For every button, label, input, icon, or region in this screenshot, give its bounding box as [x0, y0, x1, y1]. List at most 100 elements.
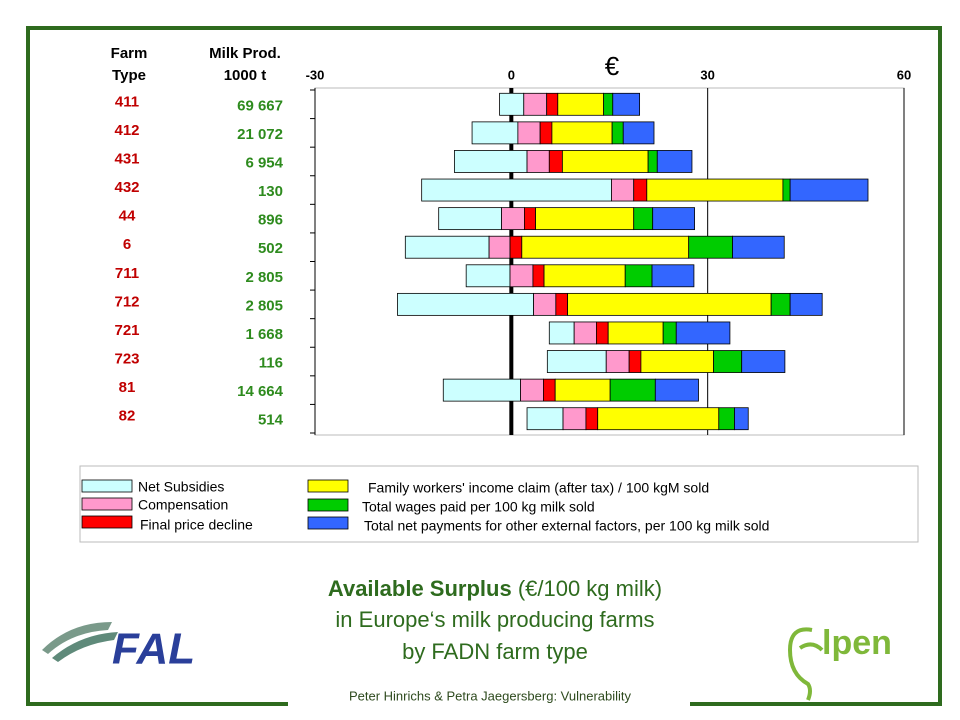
- bar-segment: [442, 378, 521, 402]
- milk-production: 130: [258, 183, 283, 200]
- legend-label: Total wages paid per 100 kg milk sold: [362, 499, 595, 515]
- bar-segment: [596, 321, 609, 345]
- bar-segment: [453, 150, 528, 173]
- bar-segment: [732, 235, 785, 259]
- bar-segment: [554, 378, 611, 402]
- bar-segment: [770, 292, 791, 316]
- bar-segment: [789, 178, 869, 202]
- milk-production: 2 805: [245, 269, 283, 286]
- bar-segment: [557, 92, 605, 116]
- bar-segment: [521, 235, 690, 259]
- bar-segment: [548, 150, 563, 173]
- milk-production: 514: [258, 412, 284, 429]
- bar-segment: [652, 207, 695, 231]
- bar-segment: [612, 92, 641, 116]
- bar-segment: [561, 150, 649, 173]
- category-label: 81: [119, 379, 136, 396]
- bar-segment: [651, 264, 695, 288]
- x-tick-label: 0: [508, 67, 515, 82]
- bar-segment: [524, 207, 536, 231]
- legend-label: Total net payments for other external fa…: [364, 518, 769, 534]
- bar-segment: [597, 407, 720, 431]
- logo-e: [798, 642, 824, 652]
- legend-label: Family workers' income claim (after tax)…: [368, 480, 709, 496]
- bar-segment: [526, 150, 550, 173]
- legend-swatch: [81, 515, 133, 529]
- category-label: 723: [114, 351, 139, 368]
- column-header: Milk Prod.: [209, 45, 281, 62]
- bar-segment: [734, 407, 749, 431]
- unit-label: €: [605, 51, 620, 81]
- bar-segment: [543, 378, 556, 402]
- logo-swoosh: [42, 622, 112, 654]
- milk-production: 6 954: [245, 154, 283, 171]
- category-label: 712: [114, 293, 139, 310]
- bar-segment: [611, 121, 624, 145]
- bar-segment: [622, 121, 655, 145]
- logo-text: FAL: [112, 625, 195, 674]
- logo-text: lpen: [822, 624, 892, 662]
- milk-production: 14 664: [237, 383, 284, 400]
- bar-segment: [499, 92, 525, 116]
- x-tick-label: 30: [700, 67, 714, 82]
- bar-segment: [465, 264, 511, 288]
- bar-segment: [539, 121, 553, 145]
- bar-segment: [713, 350, 743, 373]
- milk-production: 502: [258, 240, 283, 257]
- category-label: 721: [114, 322, 139, 339]
- bar-segment: [543, 264, 626, 288]
- bar-segment: [656, 150, 693, 173]
- category-label: 711: [115, 265, 139, 282]
- title-bold: Available Surplus: [328, 576, 512, 601]
- bar-segment: [520, 378, 544, 402]
- bar-segment: [789, 292, 823, 316]
- bar-segment: [654, 378, 699, 402]
- bar-segment: [640, 350, 714, 373]
- bar-segment: [532, 264, 545, 288]
- legend-swatch: [81, 479, 133, 493]
- bar-segment: [624, 264, 653, 288]
- column-header: Type: [112, 67, 146, 84]
- milk-production: 116: [259, 355, 283, 372]
- bar-segment: [567, 292, 772, 316]
- title-line: in Europe‘s milk producing farms: [335, 607, 654, 632]
- bar-segment: [501, 207, 525, 231]
- bar-segment: [546, 350, 607, 373]
- bar-segment: [605, 350, 630, 373]
- category-label: 431: [114, 150, 139, 167]
- bar-segment: [533, 292, 557, 316]
- logo-swoosh: [52, 632, 118, 662]
- milk-production: 2 805: [245, 297, 283, 314]
- title: Available Surplus (€/100 kg milk): [328, 576, 662, 601]
- title-rest: (€/100 kg milk): [512, 576, 662, 601]
- bar-segment: [585, 407, 599, 431]
- bar-segment: [488, 235, 511, 259]
- bar-segment: [688, 235, 733, 259]
- bar-segment: [718, 407, 735, 431]
- legend-swatch: [307, 479, 349, 493]
- bar-segment: [551, 121, 613, 145]
- bar-segment: [509, 264, 534, 288]
- bar-segment: [609, 378, 656, 402]
- bar-segment: [741, 350, 786, 373]
- legend-label: Final price decline: [140, 517, 253, 533]
- category-label: 6: [123, 236, 131, 253]
- bar-segment: [633, 207, 654, 231]
- bar-segment: [555, 292, 569, 316]
- x-tick-label: 60: [897, 67, 911, 82]
- milk-production: 896: [258, 212, 283, 229]
- bar-segment: [782, 178, 791, 202]
- bar-segment: [438, 207, 502, 231]
- bar-segment: [526, 407, 564, 431]
- footer: Peter Hinrichs & Petra Jaegersberg: Vuln…: [349, 688, 632, 703]
- bar-segment: [535, 207, 635, 231]
- bar-segment: [662, 321, 677, 345]
- bar-segment: [471, 121, 519, 145]
- bar-segment: [675, 321, 731, 345]
- category-label: 412: [114, 122, 139, 139]
- legend-swatch: [81, 497, 133, 511]
- bar-segment: [628, 350, 642, 373]
- bar-segment: [562, 407, 587, 431]
- category-label: 432: [114, 179, 139, 196]
